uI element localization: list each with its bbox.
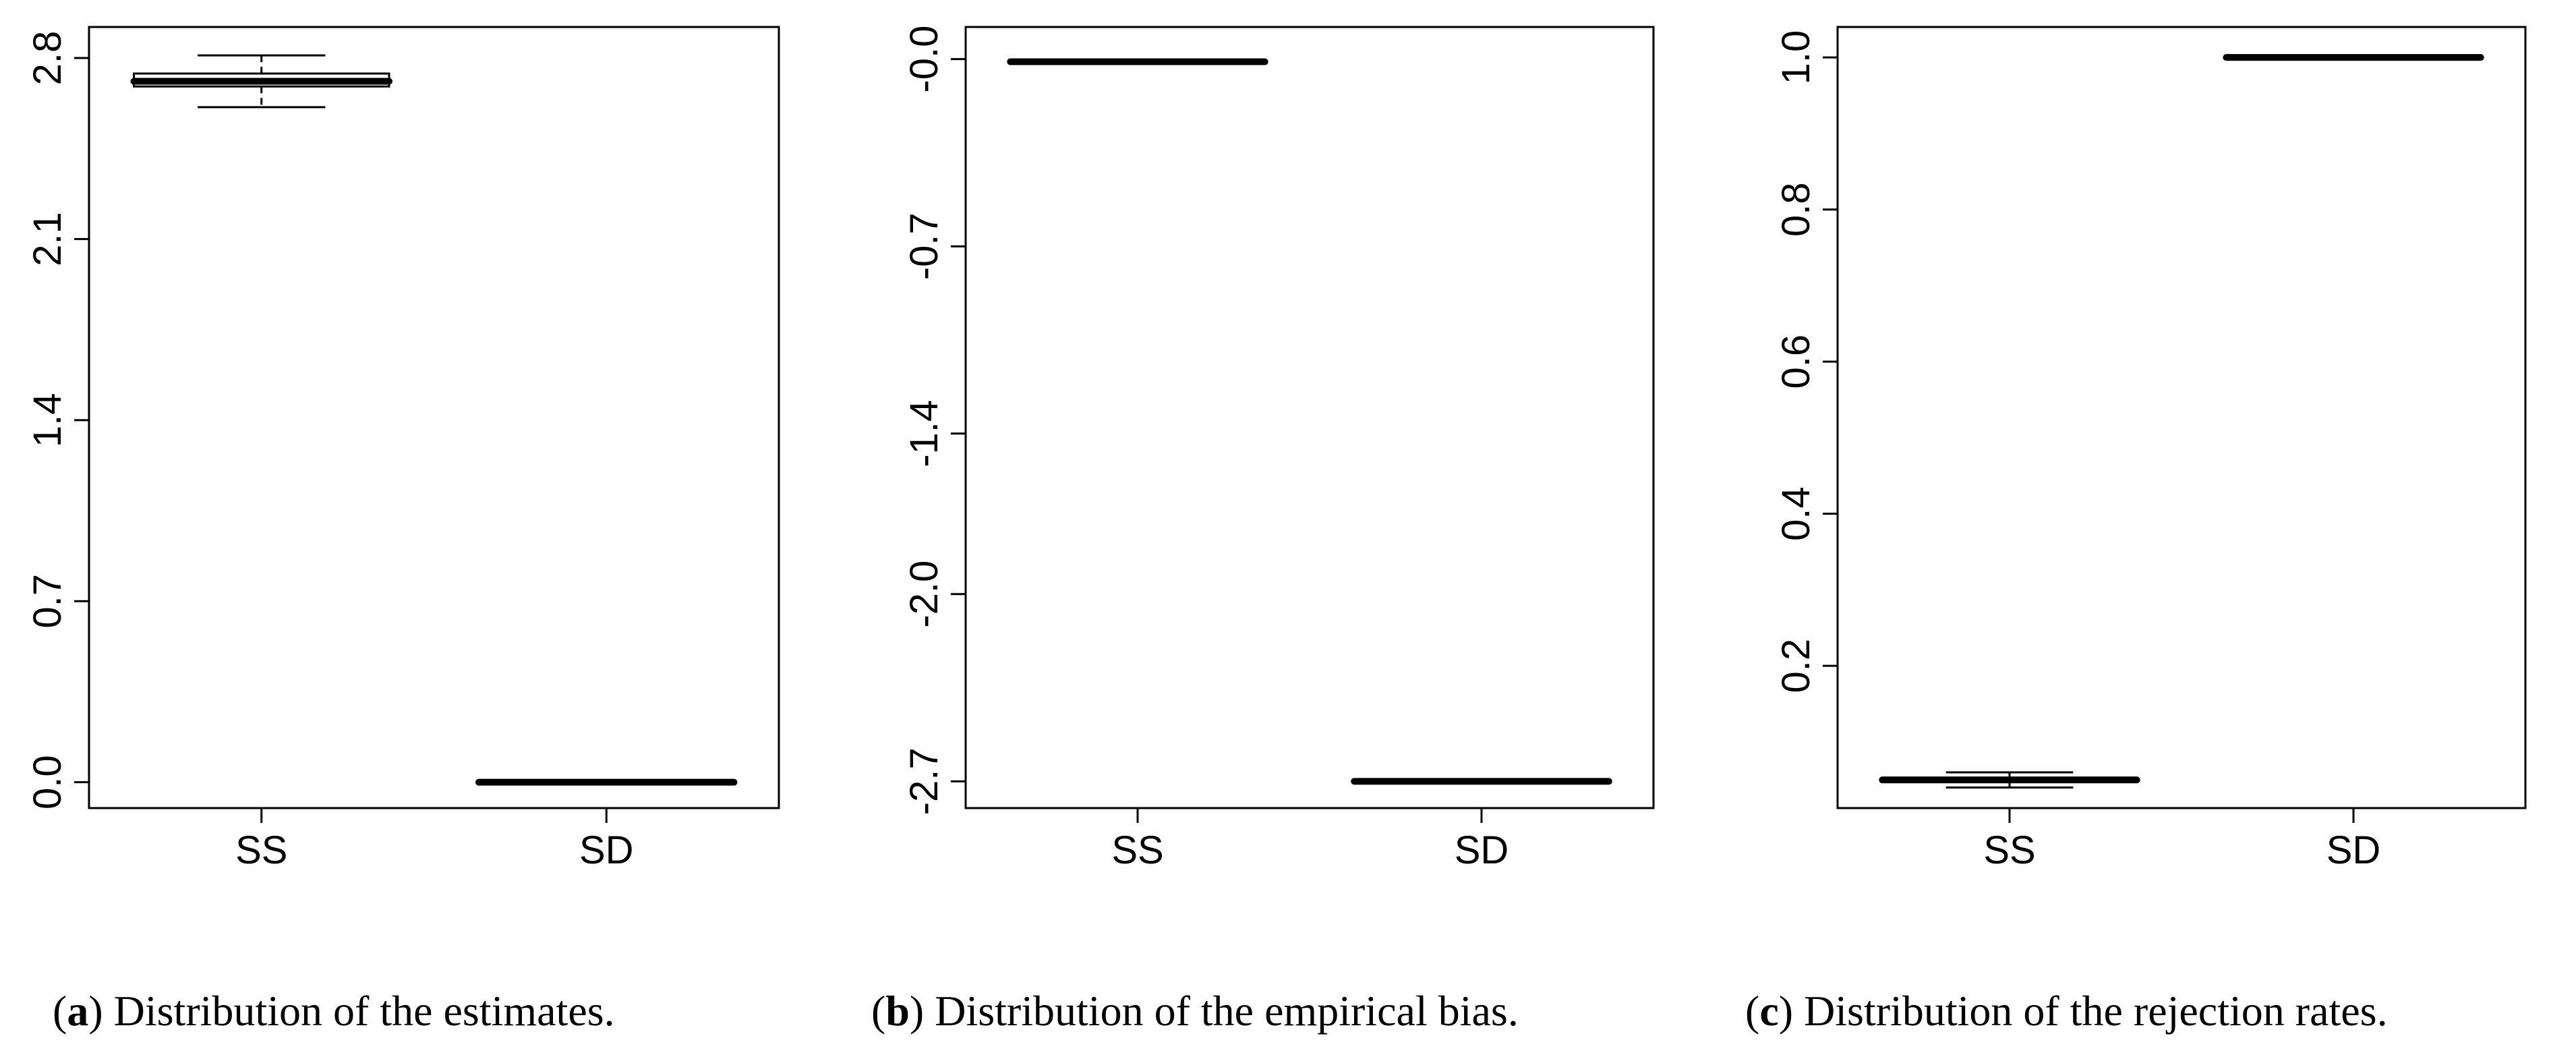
boxplot-ss xyxy=(1879,771,2140,789)
plot-frame xyxy=(88,26,780,809)
caption-b-letter: b xyxy=(885,987,910,1035)
x-tick-label: SD xyxy=(1455,828,1509,872)
x-tick-label: SS xyxy=(235,828,287,872)
panel-c: 0.2 0.4 0.6 0.8 1.0 SS SD xyxy=(1774,26,2527,872)
x-tick-label: SD xyxy=(579,828,634,872)
y-tick-label: 0.4 xyxy=(1774,486,1818,541)
x-tick-label: SD xyxy=(2326,828,2381,872)
boxplot-ss xyxy=(1007,58,1268,65)
caption-c-letter: c xyxy=(1759,987,1779,1035)
y-tick-label: 2.8 xyxy=(26,31,69,86)
boxplot-sd xyxy=(475,778,738,786)
panel-b: -2.7 -2.0 -1.4 -0.7 -0.0 SS SD xyxy=(902,26,1655,872)
y-tick-label: 0.0 xyxy=(26,755,69,809)
y-tick-label: 2.1 xyxy=(26,212,69,266)
y-tick-label: -2.7 xyxy=(902,747,946,815)
y-tick-label: -1.4 xyxy=(902,400,946,467)
y-tick-label: 1.0 xyxy=(1774,30,1818,85)
y-tick-label: -0.7 xyxy=(902,212,946,280)
y-tick-label: 0.7 xyxy=(26,574,69,629)
panel-a: 0.0 0.7 1.4 2.1 2.8 SS SD xyxy=(26,26,780,872)
boxplot-ss xyxy=(130,54,393,109)
caption-c-text: Distribution of the rejection rates. xyxy=(1804,987,2388,1035)
y-tick-label: -2.0 xyxy=(902,561,946,628)
caption-a: (a) Distribution of the estimates. xyxy=(53,987,615,1035)
boxplot-sd xyxy=(2223,54,2484,61)
y-tick-label: 0.8 xyxy=(1774,182,1818,237)
x-tick-label: SS xyxy=(1983,828,2035,872)
y-tick-label: 0.6 xyxy=(1774,335,1818,389)
y-tick-label: 1.4 xyxy=(26,393,69,448)
caption-a-text: Distribution of the estimates. xyxy=(113,987,615,1035)
x-tick-label: SS xyxy=(1111,828,1163,872)
caption-a-letter: a xyxy=(67,987,89,1035)
plot-frame xyxy=(1836,26,2527,809)
y-tick-label: -0.0 xyxy=(902,26,946,93)
y-tick-label: 0.2 xyxy=(1774,639,1818,693)
caption-b-text: Distribution of the empirical bias. xyxy=(935,987,1519,1035)
plot-frame xyxy=(964,26,1655,809)
caption-c: (c) Distribution of the rejection rates. xyxy=(1745,987,2388,1035)
caption-b: (b) Distribution of the empirical bias. xyxy=(871,987,1519,1035)
boxplot-sd xyxy=(1351,778,1612,785)
